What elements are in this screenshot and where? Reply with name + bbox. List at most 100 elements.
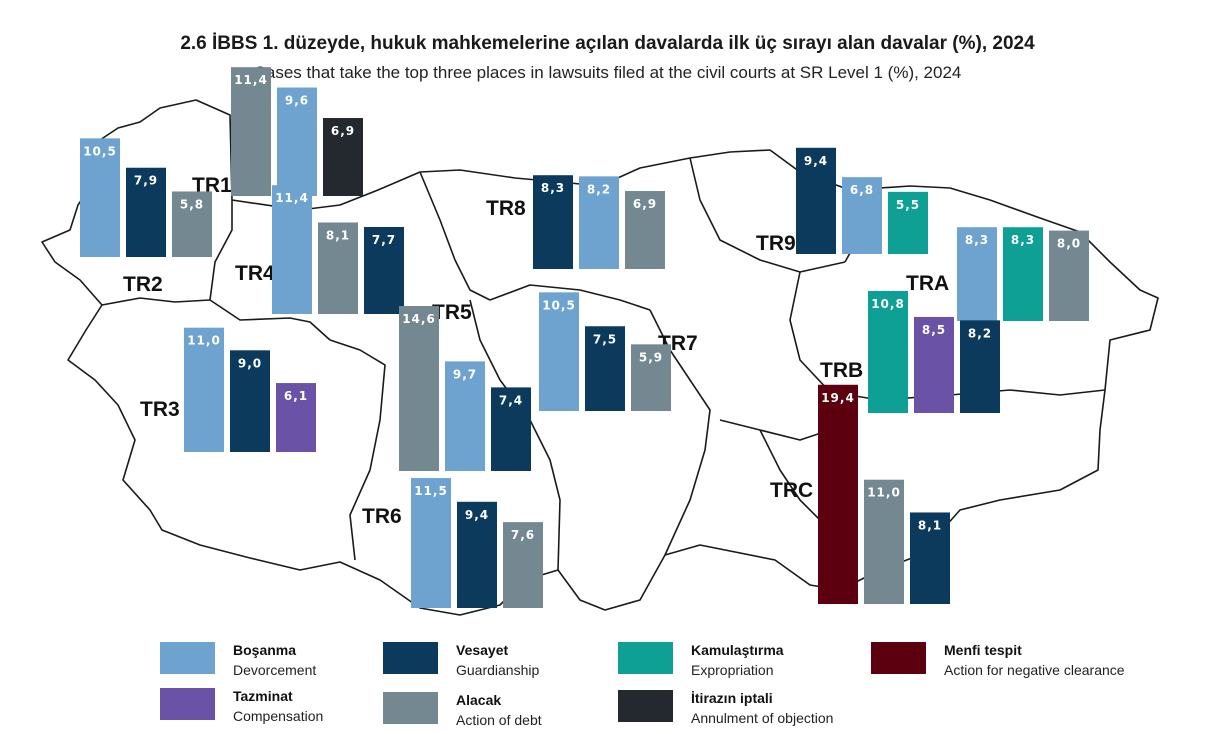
- region-group-tr2: TR2 10,5 7,9 5,8: [80, 138, 212, 296]
- bar: [277, 87, 317, 196]
- region-label: TR3: [140, 398, 180, 421]
- region-group-tr9: TR9 9,4 6,8 5,5: [756, 147, 928, 255]
- region-group-trc: TRC 19,4 11,0 8,1: [770, 384, 950, 604]
- bar-value-label: 11,5: [414, 484, 448, 498]
- bar: [172, 191, 212, 257]
- legend-label-tr: İtirazın iptali: [691, 690, 773, 706]
- bar: [631, 344, 671, 411]
- region-group-tr1: TR1 11,4 9,6 6,9: [192, 67, 363, 197]
- bar: [910, 512, 950, 604]
- region-boundary: [759, 429, 821, 521]
- bar: [184, 327, 224, 452]
- bar-value-label: 8,2: [587, 182, 611, 196]
- bar-value-label: 8,3: [541, 181, 565, 195]
- legend-label-en: Annulment of objection: [691, 710, 834, 726]
- bar-value-label: 7,9: [134, 174, 158, 188]
- bar-value-label: 14,6: [402, 312, 436, 326]
- bar-value-label: 7,7: [372, 233, 396, 247]
- legend-swatch: [618, 690, 673, 722]
- chart-subtitle: Cases that take the top three places in …: [253, 63, 962, 82]
- region-label: TR6: [362, 505, 402, 528]
- region-group-trb: TRB 10,8 8,5 8,2: [820, 290, 1000, 413]
- bar: [539, 292, 579, 411]
- bar-value-label: 6,9: [633, 197, 657, 211]
- bar: [842, 177, 882, 254]
- region-group-tr4: TR4 11,4 8,1 7,7: [235, 185, 404, 314]
- legend-label-en: Devorcement: [233, 662, 317, 678]
- region-bar-groups: TR111,49,66,9TR210,57,95,8TR311,09,06,1T…: [80, 67, 1089, 608]
- bar: [818, 384, 858, 604]
- region-group-tr3: TR3 11,0 9,0 6,1: [140, 327, 316, 452]
- bar-value-label: 8,0: [1057, 237, 1081, 251]
- region-group-tra: TRA 8,3 8,3 8,0: [906, 227, 1089, 321]
- bar: [503, 522, 543, 608]
- region-label: TRB: [820, 359, 863, 382]
- bar-value-label: 9,4: [465, 508, 489, 522]
- bar: [914, 316, 954, 413]
- bar-value-label: 9,6: [285, 94, 309, 108]
- legend-label-tr: Tazminat: [233, 688, 293, 704]
- bar-value-label: 8,2: [968, 326, 992, 340]
- bar: [864, 479, 904, 604]
- legend-swatch: [383, 692, 438, 724]
- bar-value-label: 5,9: [639, 350, 663, 364]
- bar: [231, 67, 271, 197]
- legend-label-en: Compensation: [233, 708, 324, 724]
- bar-value-label: 6,1: [284, 389, 308, 403]
- region-group-tr6: TR6 11,5 9,4 7,6: [362, 478, 543, 608]
- region-boundary: [101, 297, 211, 306]
- bar: [445, 361, 485, 471]
- bar-value-label: 10,5: [83, 144, 117, 158]
- bar-value-label: 9,7: [453, 367, 477, 381]
- bar-value-label: 6,9: [331, 124, 355, 138]
- bar-value-label: 19,4: [821, 391, 855, 405]
- region-group-tr8: TR8 8,3 8,2 6,9: [486, 175, 665, 269]
- region-boundary: [209, 200, 331, 341]
- region-label: TR1: [192, 174, 232, 197]
- bar-value-label: 8,1: [918, 518, 942, 532]
- region-boundary: [689, 157, 846, 273]
- region-boundary: [719, 419, 831, 441]
- bar: [796, 147, 836, 254]
- chart-title: 2.6 İBBS 1. düzeyde, hukuk mahkemelerine…: [180, 33, 1035, 54]
- bar: [80, 138, 120, 257]
- bar-value-label: 8,5: [922, 323, 946, 337]
- bar-value-label: 8,3: [965, 233, 989, 247]
- bar: [323, 118, 363, 196]
- bar-value-label: 9,0: [238, 356, 262, 370]
- legend-swatch: [618, 642, 673, 674]
- legend-swatch: [160, 642, 215, 674]
- bar-value-label: 10,8: [871, 297, 905, 311]
- legend-label-en: Action of debt: [456, 712, 542, 728]
- region-label: TR2: [123, 273, 163, 296]
- region-label: TRA: [906, 272, 949, 295]
- legend-label-en: Expropriation: [691, 662, 774, 678]
- bar: [126, 167, 166, 257]
- region-boundary: [419, 171, 491, 301]
- bar: [364, 226, 404, 314]
- bar: [579, 176, 619, 269]
- region-label: TR4: [235, 262, 275, 285]
- bar: [457, 501, 497, 608]
- bar: [272, 185, 312, 314]
- bar-value-label: 5,8: [180, 197, 204, 211]
- region-label: TR9: [756, 232, 796, 255]
- region-label: TR8: [486, 197, 526, 220]
- legend-label-tr: Kamulaştırma: [691, 642, 784, 658]
- bar: [399, 306, 439, 471]
- bar: [533, 175, 573, 269]
- bar-value-label: 6,8: [850, 183, 874, 197]
- bar-value-label: 9,4: [804, 154, 828, 168]
- bar: [868, 290, 908, 413]
- legend-label-en: Guardianship: [456, 662, 540, 678]
- bar-value-label: 11,4: [234, 73, 268, 87]
- legend-label-en: Action for negative clearance: [944, 662, 1125, 678]
- bar-value-label: 5,5: [896, 198, 920, 212]
- legend-label-tr: Boşanma: [233, 642, 297, 658]
- region-boundary: [329, 339, 386, 561]
- legend-swatch: [871, 642, 926, 674]
- bar: [411, 478, 451, 608]
- bar-value-label: 10,5: [542, 298, 576, 312]
